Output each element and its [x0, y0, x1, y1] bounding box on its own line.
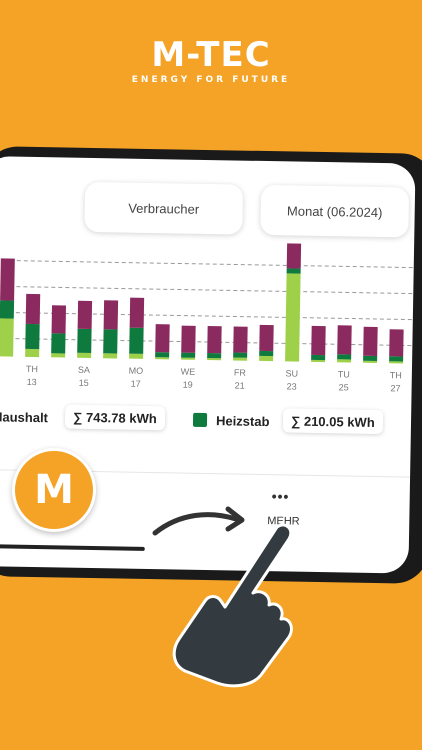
- bar-segment: [77, 352, 92, 358]
- bar-segment: [25, 348, 40, 358]
- weekday-tick-label: WE: [181, 367, 196, 377]
- weekday-tick-label: FR: [234, 367, 247, 377]
- weekday-tick-label: MO: [129, 366, 144, 376]
- weekday-tick-label: TH: [26, 364, 38, 374]
- bar-segment: [337, 325, 352, 355]
- energy-bar-chart: TU11TH13SA15MO17WE19FR21SU23TU25TH27: [0, 243, 414, 393]
- bar-segment: [259, 324, 274, 352]
- bar-segment: [311, 359, 326, 363]
- bar-segment: [259, 355, 274, 362]
- legend-total-heizstab: ∑ 210.05 kWh: [282, 408, 383, 435]
- pointing-hand-icon: [172, 523, 293, 688]
- bar-segment: [51, 353, 66, 358]
- bar-segment: [311, 325, 326, 356]
- swipe-arrow-icon: [152, 506, 245, 536]
- grid-line: [0, 259, 414, 269]
- bar-segment: [207, 353, 222, 359]
- date-tick-label: 13: [27, 377, 37, 387]
- bar-segment: [103, 300, 119, 330]
- bar-segment: [207, 358, 222, 361]
- bar-segment: [25, 293, 41, 325]
- legend-label-heizstab: Heizstab: [215, 413, 270, 430]
- weekday-tick-label: SU: [286, 368, 299, 378]
- date-tick-label: 23: [287, 381, 297, 391]
- home-indicator: [0, 544, 145, 551]
- bar-segment: [129, 353, 144, 359]
- date-tick-label: 15: [79, 378, 89, 388]
- bar-segment: [0, 300, 15, 319]
- brand-subtitle: ENERGY FOR FUTURE: [131, 75, 291, 85]
- consumer-select-label: Verbraucher: [128, 200, 200, 217]
- bar-segment: [389, 356, 404, 362]
- bar-segment: [103, 329, 118, 354]
- bar-segment: [181, 357, 196, 360]
- date-tick-label: 21: [235, 381, 245, 391]
- legend-total-haushalt: ∑ 743.78 kWh: [64, 404, 165, 431]
- brand-header: M-TEC ENERGY FOR FUTURE: [0, 38, 422, 85]
- bar-segment: [155, 324, 170, 353]
- weekday-tick-label: TH: [390, 370, 402, 380]
- bar-segment: [286, 243, 302, 269]
- bar-segment: [51, 333, 66, 354]
- app-screen: Verbraucher Monat (06.2024) TU11TH13SA15…: [0, 156, 416, 574]
- weekday-tick-label: TU: [338, 369, 350, 379]
- bar-segment: [233, 352, 248, 358]
- legend-label-haushalt: Haushalt: [0, 409, 49, 426]
- bar-segment: [233, 326, 248, 353]
- date-tick-label: 25: [339, 382, 349, 392]
- bar-segment: [77, 300, 93, 329]
- date-tick-label: 19: [183, 380, 193, 390]
- bar-segment: [181, 325, 196, 353]
- m-tec-logo-badge: M: [12, 448, 96, 532]
- bar-segment: [77, 328, 92, 353]
- bar-segment: [337, 354, 352, 360]
- bar-segment: [311, 354, 326, 361]
- grid-line: [0, 285, 414, 295]
- bar-segment: [337, 359, 352, 363]
- bar-segment: [207, 326, 222, 354]
- weekday-tick-label: SA: [78, 365, 90, 375]
- logo-letter: M: [34, 467, 74, 513]
- legend-swatch-heizstab: [192, 412, 208, 428]
- bar-segment: [286, 268, 301, 274]
- bar-segment: [259, 350, 274, 357]
- more-icon[interactable]: •••: [271, 488, 290, 505]
- bar-segment: [25, 323, 40, 350]
- bar-segment: [129, 297, 145, 328]
- bar-segment: [0, 318, 14, 357]
- bar-segment: [129, 327, 144, 354]
- bar-segment: [363, 355, 378, 361]
- phone-frame: Verbraucher Monat (06.2024) TU11TH13SA15…: [0, 146, 422, 584]
- bar-segment: [389, 361, 404, 364]
- bar-segment: [155, 352, 170, 358]
- chart-legend: Haushalt ∑ 743.78 kWh Heizstab ∑ 210.05 …: [0, 401, 411, 439]
- date-tick-label: 27: [391, 383, 401, 393]
- consumer-select[interactable]: Verbraucher: [84, 181, 244, 235]
- bar-segment: [103, 353, 118, 359]
- bar-segment: [363, 360, 378, 363]
- bar-segment: [0, 258, 15, 301]
- date-tick-label: 17: [131, 379, 141, 389]
- bar-segment: [233, 357, 248, 361]
- period-select-label: Monat (06.2024): [286, 202, 383, 220]
- bar-segment: [363, 326, 378, 356]
- bar-segment: [51, 305, 67, 334]
- bar-segment: [389, 329, 404, 357]
- bar-segment: [285, 273, 301, 362]
- bar-segment: [155, 357, 170, 360]
- bar-segment: [181, 352, 196, 358]
- brand-title: M-TEC: [151, 35, 271, 75]
- period-select[interactable]: Monat (06.2024): [260, 184, 410, 238]
